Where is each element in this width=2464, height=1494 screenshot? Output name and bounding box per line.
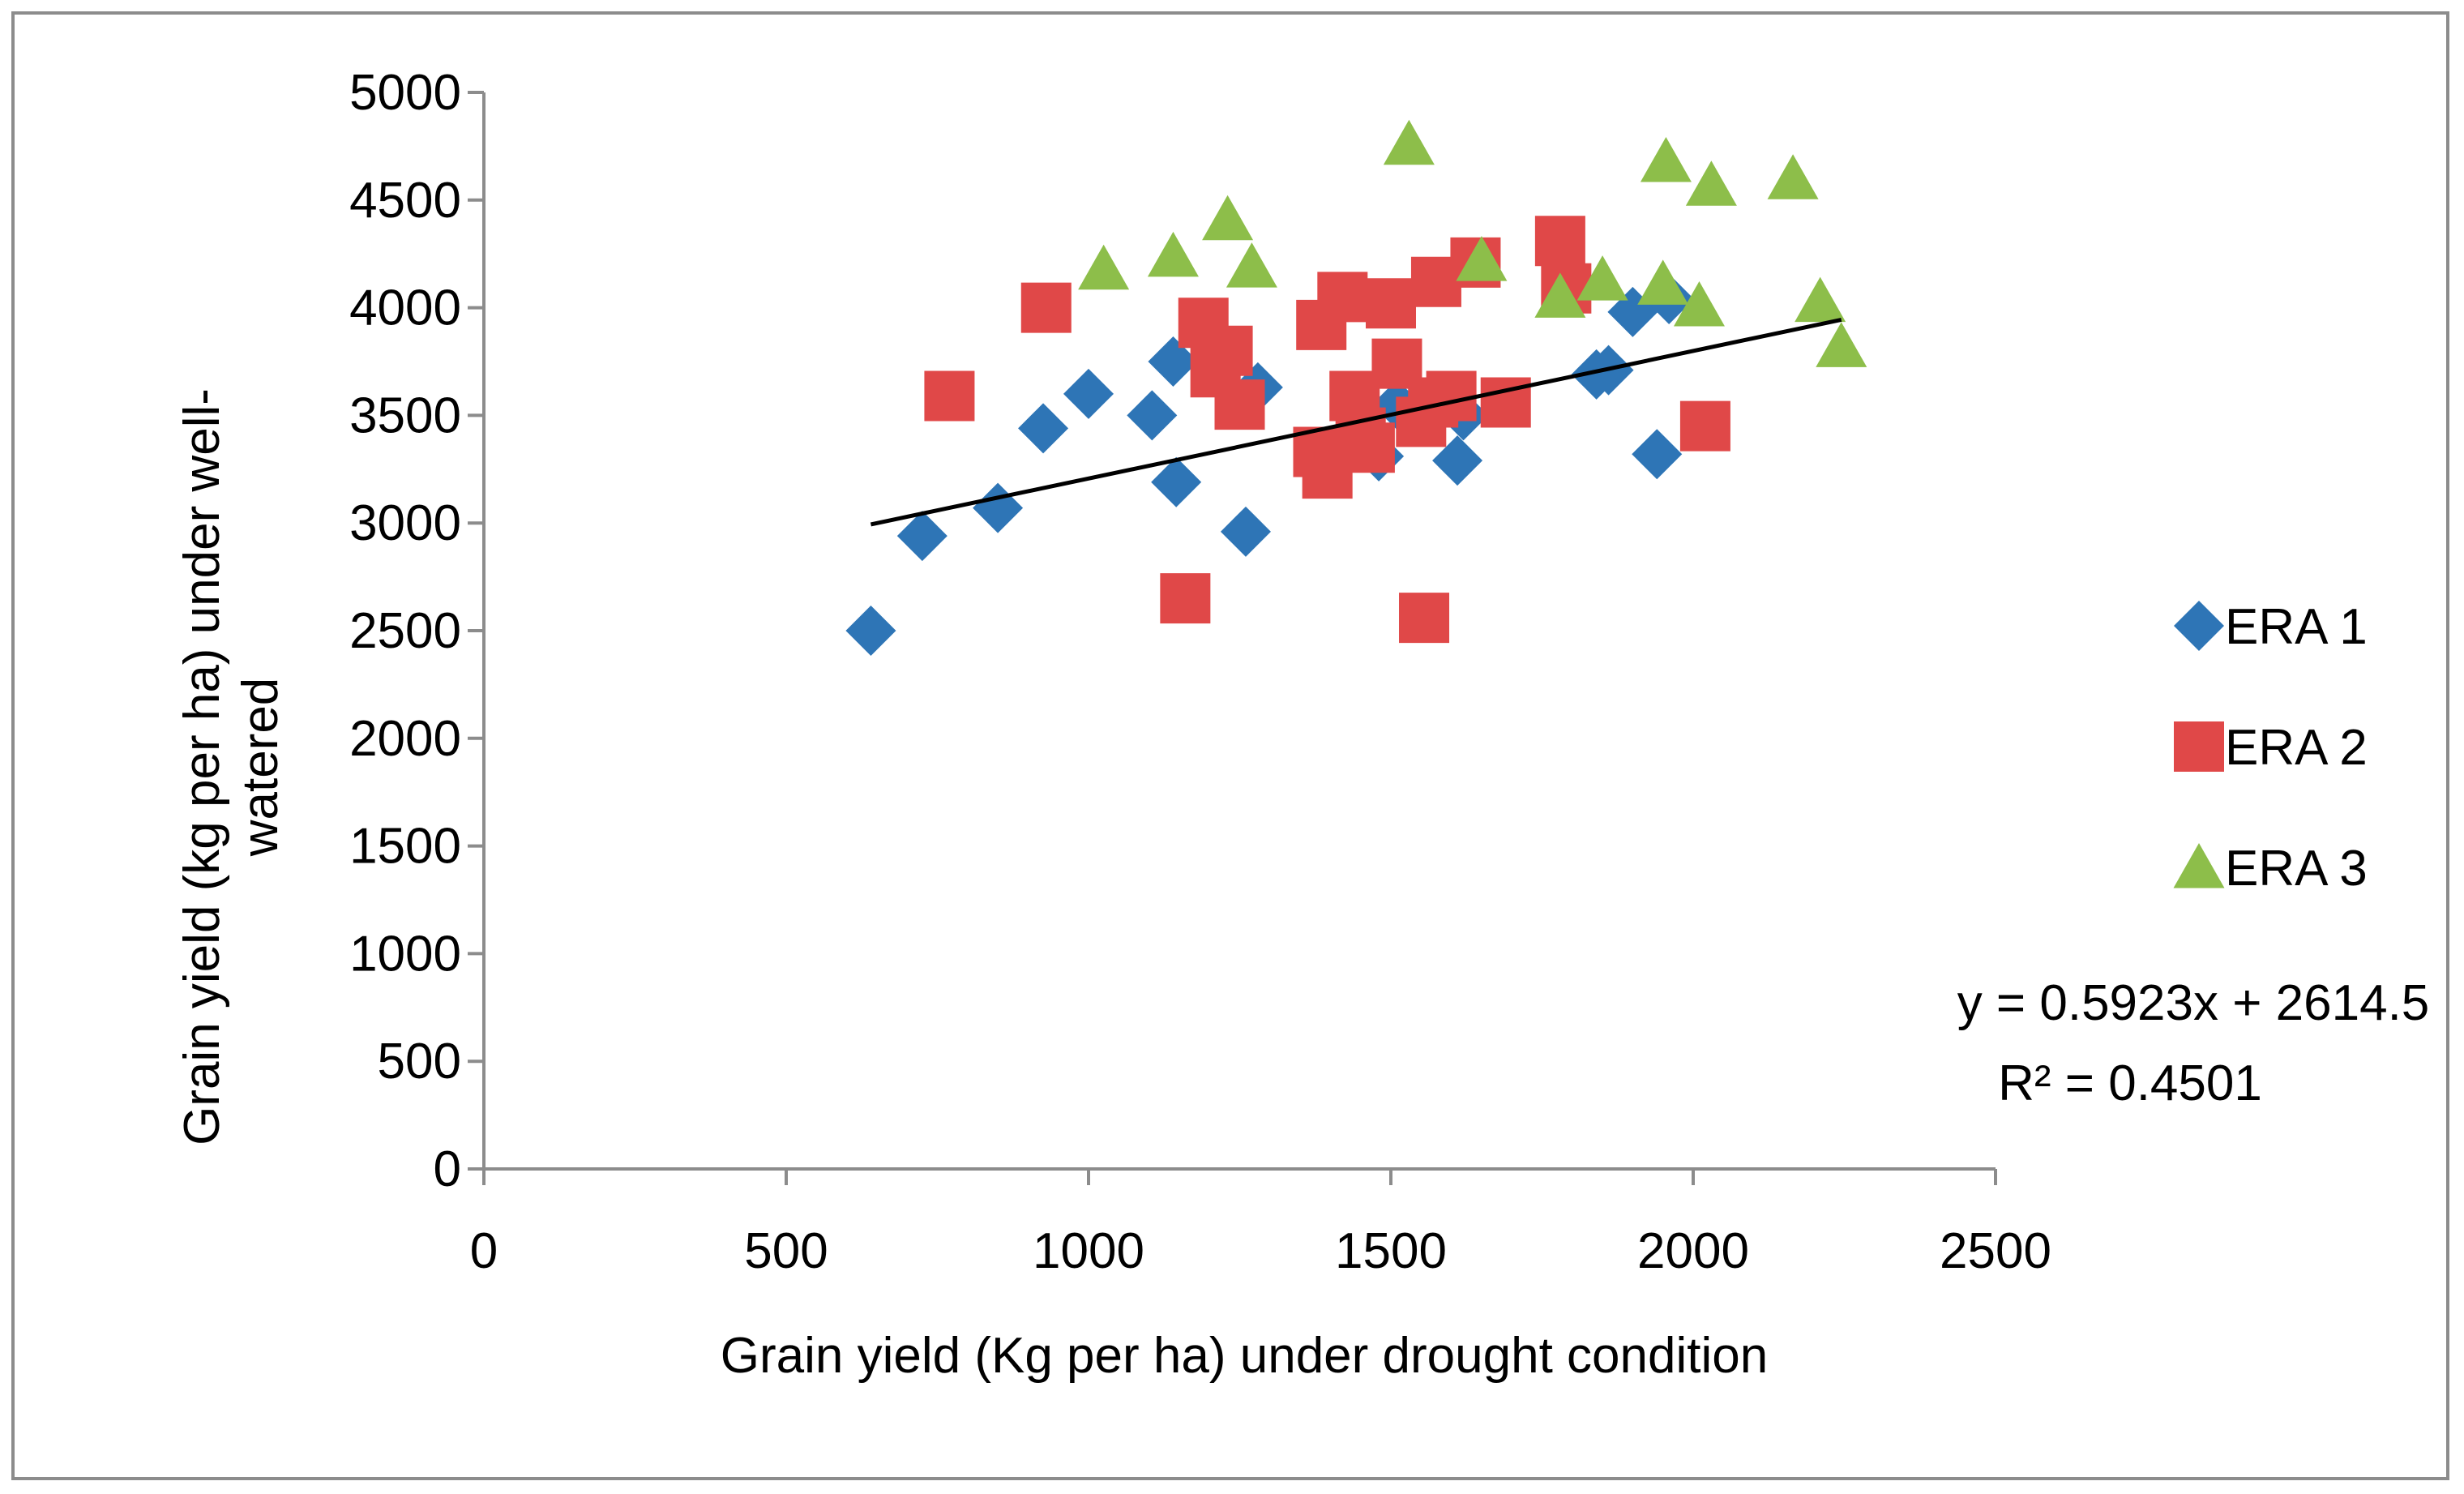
era-3-point	[1226, 242, 1277, 288]
era-2-point	[1679, 400, 1730, 452]
era-2-point	[1302, 448, 1353, 499]
era-2-point	[1202, 325, 1253, 376]
x-ticks: 0 500 1000 1500 2000 2500	[470, 1169, 2051, 1279]
y-axis-label-line-2: watered	[233, 678, 289, 858]
y-axis-label: Grain yield (kg per ha) under well- wate…	[174, 388, 289, 1145]
legend: ERA 1 ERA 2 ERA 3	[2173, 599, 2368, 897]
era-3-point	[1534, 272, 1586, 318]
era-3-point	[1147, 231, 1199, 277]
y-tick-label: 2000	[349, 711, 461, 767]
y-tick-label: 3000	[349, 495, 461, 551]
era-3-point	[1673, 280, 1725, 327]
y-axis-label-line-1: Grain yield (kg per ha) under well-	[174, 388, 230, 1145]
legend-label-era-1: ERA 1	[2225, 599, 2368, 655]
y-tick-label: 3500	[349, 387, 461, 443]
x-tick-label: 2000	[1637, 1223, 1749, 1279]
y-tick-label: 0	[434, 1141, 461, 1197]
era-3-point	[1767, 154, 1819, 199]
y-tick-label: 2500	[349, 603, 461, 659]
era-2-point	[1317, 272, 1368, 323]
era-1-point	[1148, 336, 1199, 387]
x-tick-label: 1500	[1335, 1223, 1447, 1279]
era-2-point	[1020, 282, 1072, 333]
trendline	[870, 317, 1842, 527]
era-1-point	[1063, 368, 1114, 419]
y-tick-label: 500	[378, 1034, 461, 1089]
era-3-point	[1685, 161, 1737, 206]
legend-marker-era-2	[2174, 721, 2224, 772]
era-3-point	[1816, 322, 1867, 367]
era-2-point	[1214, 379, 1265, 430]
era-1-point	[1632, 429, 1683, 480]
era-3-point	[1640, 136, 1692, 182]
era-2-point	[1366, 278, 1416, 329]
era-1-point	[1151, 456, 1202, 507]
era-3-point	[1637, 259, 1689, 305]
x-tick-label: 2500	[1940, 1223, 2051, 1279]
era-3-point	[1383, 119, 1435, 165]
era-1-point	[1220, 506, 1271, 557]
legend-marker-era-1	[2174, 601, 2224, 651]
era-2-point	[924, 370, 975, 422]
era-1-point	[845, 606, 896, 656]
era-1-point	[1127, 390, 1178, 441]
x-tick-label: 0	[470, 1223, 498, 1279]
era-1-point	[896, 511, 948, 562]
era-2-point	[1399, 593, 1450, 644]
y-tick-label: 1500	[349, 819, 461, 875]
chart-frame	[11, 11, 2449, 1480]
x-tick-label: 500	[744, 1223, 828, 1279]
era-2-point	[1344, 422, 1395, 473]
era-2-point	[1371, 338, 1422, 389]
x-axis-label: Grain yield (Kg per ha) under drought co…	[721, 1328, 1768, 1384]
era-2-point	[1410, 256, 1461, 307]
trendline-r-squared: R² = 0.4501	[1998, 1055, 2262, 1111]
era-1-point	[973, 482, 1024, 533]
legend-marker-era-3	[2173, 843, 2225, 888]
era-3-point	[1078, 244, 1130, 290]
era-3-point	[1795, 276, 1846, 323]
era-2-point	[1160, 573, 1211, 624]
era-1-point	[1018, 403, 1069, 454]
y-ticks: 0 500 1000 1500 2000 2500 3000 3500 4000 4500 5000	[349, 65, 484, 1197]
data-points	[845, 119, 1867, 656]
y-tick-label: 5000	[349, 65, 461, 121]
era-3-point	[1456, 236, 1508, 281]
era-2-point	[1426, 370, 1477, 422]
y-tick-label: 1000	[349, 926, 461, 982]
y-tick-label: 4000	[349, 280, 461, 336]
axes	[482, 92, 1996, 1171]
legend-label-era-3: ERA 3	[2225, 841, 2368, 897]
era-3-point	[1576, 255, 1628, 301]
era-3-point	[1202, 195, 1254, 241]
y-tick-label: 4500	[349, 173, 461, 229]
era-1-point	[1432, 435, 1483, 486]
legend-label-era-2: ERA 2	[2225, 720, 2368, 776]
era-2-point	[1534, 216, 1585, 267]
x-tick-label: 1000	[1033, 1223, 1144, 1279]
trendline-equation: y = 0.5923x + 2614.5	[1957, 975, 2430, 1031]
